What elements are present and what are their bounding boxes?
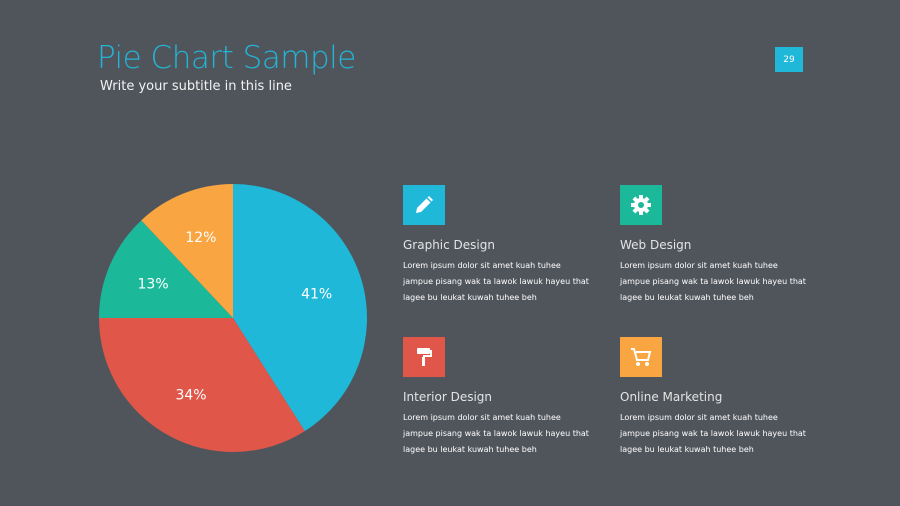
card-title: Graphic Design xyxy=(403,238,495,252)
pie-slice-2 xyxy=(99,220,233,318)
paint-roller-icon xyxy=(403,337,445,377)
card-graphic-design: Graphic Design Lorem ipsum dolor sit ame… xyxy=(403,185,603,306)
pie-slice-0 xyxy=(233,184,368,432)
pie-slice-1 xyxy=(99,318,305,452)
card-text: Lorem ipsum dolor sit amet kuah tuhee ja… xyxy=(620,413,806,454)
slide-title: Pie Chart Sample xyxy=(97,40,356,76)
card-text: Lorem ipsum dolor sit amet kuah tuhee ja… xyxy=(403,413,589,454)
page-number: 29 xyxy=(775,47,803,72)
card-online-marketing: Online Marketing Lorem ipsum dolor sit a… xyxy=(620,337,820,458)
card-title: Online Marketing xyxy=(620,390,723,404)
cart-icon xyxy=(620,337,662,377)
pie-slice-label: 13% xyxy=(138,276,169,292)
card-web-design: Web Design Lorem ipsum dolor sit amet ku… xyxy=(620,185,820,306)
pie-slice-label: 12% xyxy=(185,230,216,246)
slide-subtitle: Write your subtitle in this line xyxy=(100,79,292,94)
card-title: Web Design xyxy=(620,238,692,252)
pencil-icon xyxy=(403,185,445,225)
gear-icon xyxy=(620,185,662,225)
pie-slice-label: 34% xyxy=(175,387,206,403)
pie-slice-3 xyxy=(141,183,233,318)
card-text: Lorem ipsum dolor sit amet kuah tuhee ja… xyxy=(403,261,589,302)
card-interior-design: Interior Design Lorem ipsum dolor sit am… xyxy=(403,337,603,458)
card-title: Interior Design xyxy=(403,390,493,404)
card-text: Lorem ipsum dolor sit amet kuah tuhee ja… xyxy=(620,261,806,302)
pie-slice-label: 41% xyxy=(301,287,332,303)
